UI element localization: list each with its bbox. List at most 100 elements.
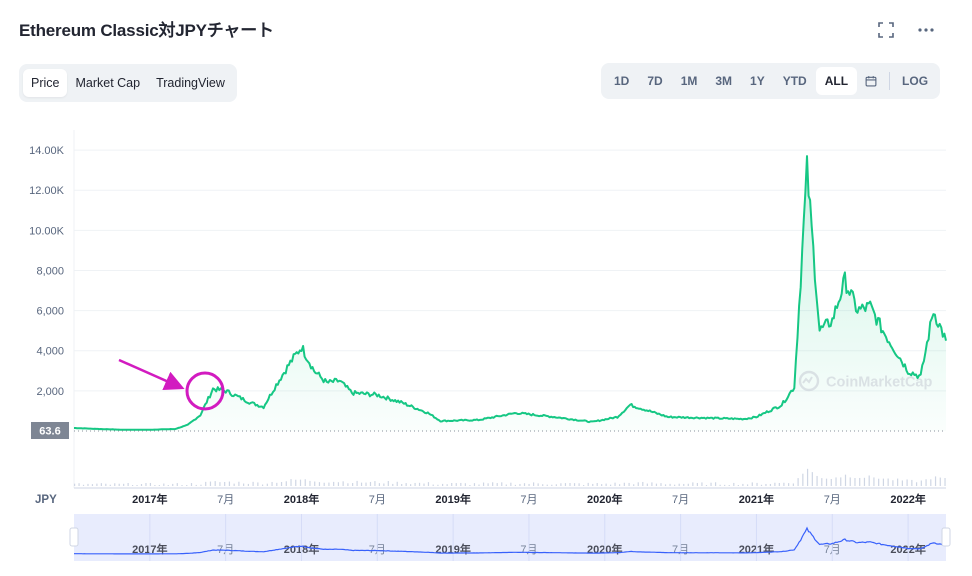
volume-bar [797,478,799,486]
volume-bar [710,482,712,486]
volume-bar [427,482,430,486]
volume-bar [252,481,254,486]
log-scale-button[interactable]: LOG [902,74,929,88]
volume-bar [140,484,143,486]
volume-bar [446,484,448,486]
volume-bar [123,483,125,486]
volume-bar [678,483,680,486]
volume-bars [74,468,946,486]
volume-bar [505,484,507,486]
range-navigator[interactable]: 2017年 7月 2018年 7月 2019年 7月 2020年 7月 2021年 7月 2022年 [69,514,951,561]
volume-bar [410,484,412,486]
volume-bar [323,482,325,486]
volume-bar [510,482,512,486]
volume-bar [145,482,147,486]
volume-bar [224,481,226,486]
volume-bar [328,482,330,486]
volume-bar [114,483,116,486]
navigator-handle-right[interactable] [941,527,951,547]
volume-bar [247,483,249,486]
volume-bar [537,483,539,486]
volume-bar [337,482,340,486]
volume-bar [514,484,517,486]
volume-bar [674,484,676,486]
volume-bar [633,484,635,486]
volume-bar [628,482,630,486]
volume-bar [583,484,585,486]
annotation-arrow [118,358,185,391]
volume-bar [432,484,434,486]
volume-bar [314,481,316,486]
calendar-icon[interactable] [857,67,885,95]
volume-bar [374,481,376,486]
volume-bar [901,480,903,486]
range-7d-button[interactable]: 7D [647,74,663,88]
volume-bar [276,482,278,486]
volume-bar [911,479,913,486]
x-axis: 2017年 7月 2018年 7月 2019年 7月 2020年 7月 2021年 7月 2022年 [132,492,926,506]
volume-bar [460,482,462,486]
volume-bar [802,473,804,486]
volume-bar [854,478,856,486]
volume-bar [887,478,889,486]
volume-bar [925,479,927,486]
volume-bar [705,485,708,486]
x-tick-label: 2017年 [132,492,167,506]
y-tick-label: 6,000 [36,306,64,318]
y-tick-label: 12.00K [29,185,65,197]
volume-bar [131,485,134,486]
tab-price[interactable]: Price [23,69,68,97]
volume-bar [365,482,367,486]
volume-bar [614,482,616,486]
volume-bar [392,483,394,486]
range-1m-button[interactable]: 1M [680,74,698,88]
navigator-handle-left[interactable] [69,527,79,547]
volume-bar [546,484,548,486]
x-tick-label: 2021年 [739,492,774,506]
volume-bar [158,485,160,486]
page-title: Ethereum Classic対JPYチャート [19,21,274,40]
volume-bar [82,484,85,486]
range-1d-button[interactable]: 1D [614,74,630,88]
volume-bar [596,483,598,486]
volume-bar [118,483,120,486]
volume-bar [200,484,202,486]
volume-bar [405,483,407,486]
x-tick-label: 7月 [824,494,841,506]
tab-tradingview[interactable]: TradingView [156,76,225,90]
volume-bar [186,485,188,486]
volume-bar [383,483,385,486]
volume-bar [920,480,922,486]
volume-bar [637,482,639,486]
volume-bar [573,483,576,486]
volume-bar [342,481,344,486]
volume-bar [219,482,221,486]
volume-bar [214,481,216,486]
volume-bar [347,483,349,486]
volume-bar [74,483,76,486]
volume-bar [280,482,283,486]
more-horizontal-icon[interactable] [916,22,936,42]
volume-bar [205,481,207,486]
volume-bar [333,481,335,486]
fullscreen-icon[interactable] [876,22,896,42]
x-tick-label: 7月 [520,494,537,506]
volume-bar [788,483,790,486]
volume-bar [751,482,753,486]
range-ytd-button[interactable]: YTD [782,74,807,88]
tab-market-cap[interactable]: Market Cap [75,76,141,90]
x-tick-label: 2019年 [435,492,470,506]
volume-bar [569,483,571,486]
volume-bar [478,484,480,486]
range-3m-button[interactable]: 3M [715,74,733,88]
range-1y-button[interactable]: 1Y [750,74,765,88]
volume-bar [533,482,535,486]
volume-bar [257,482,259,486]
volume-bar [469,485,471,486]
volume-bar [816,475,818,486]
range-all-button[interactable]: ALL [815,67,858,95]
volume-bar [619,484,621,486]
volume-bar [825,478,828,486]
volume-bar [492,482,494,486]
